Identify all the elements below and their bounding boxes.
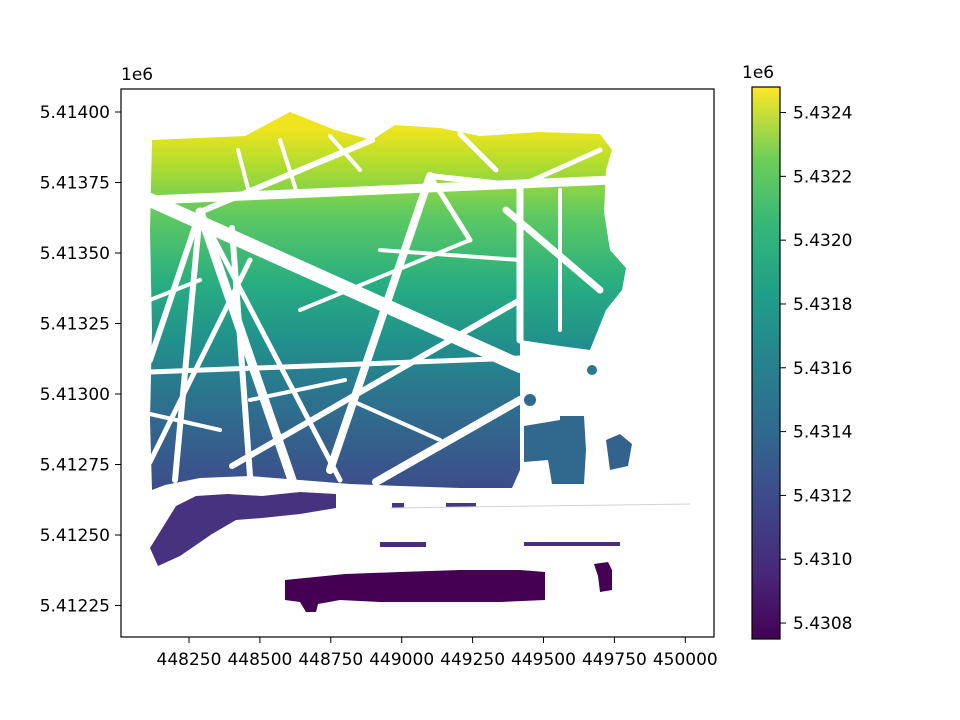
x-tick-label: 449750: [582, 650, 647, 670]
colorbar-tick-label: 5.4322: [793, 167, 852, 187]
colorbar-tick-label: 5.4320: [793, 231, 852, 251]
colorbar-tick-label: 5.4318: [793, 295, 852, 315]
y-axis-offset-text: 1e6: [121, 65, 153, 85]
colorbar-axis: 5.4324 5.4322 5.4320 5.4318 5.4316 5.4314 5.43…: [780, 104, 852, 634]
building-strip-1: [380, 542, 426, 547]
x-tick-label: 449500: [511, 650, 576, 670]
x-tick-label: 449250: [440, 650, 505, 670]
colorbar-frame: [751, 86, 781, 640]
colorbar-gradient: [752, 87, 780, 639]
y-axis: 5.41400 5.41375 5.41350 5.41325 5.41300 5.412…: [40, 103, 121, 617]
building-round-1: [524, 394, 536, 406]
street-network: [143, 131, 617, 486]
building-strip-2: [524, 542, 620, 546]
colorbar-tick-label: 5.4310: [793, 550, 852, 570]
building-strip-4: [446, 503, 476, 507]
colorbar-offset-text: 1e6: [742, 63, 774, 83]
building-round-2: [587, 365, 597, 375]
x-tick-label: 449000: [369, 650, 434, 670]
building-blocks-southwest: [150, 492, 336, 566]
y-tick-label: 5.41325: [40, 315, 110, 335]
building-strip-3: [392, 503, 404, 508]
x-tick-label: 448250: [157, 650, 222, 670]
x-tick-label: 450000: [653, 650, 718, 670]
y-tick-label: 5.41275: [40, 456, 110, 476]
map-plot-area: [143, 112, 691, 612]
building-block-east: [524, 416, 586, 484]
y-tick-label: 5.41400: [40, 103, 110, 123]
building-blocks-south: [285, 570, 545, 612]
building-block-east-small: [606, 434, 632, 470]
x-tick-label: 448750: [298, 650, 363, 670]
x-tick-label: 448500: [227, 650, 292, 670]
y-tick-label: 5.41300: [40, 385, 110, 405]
colorbar-tick-label: 5.4312: [793, 486, 852, 506]
y-tick-label: 5.41350: [40, 244, 110, 264]
x-axis: 448250 448500 448750 449000 449250 449500 4497…: [157, 637, 718, 670]
y-tick-label: 5.41250: [40, 526, 110, 546]
map-axes-frame: [120, 88, 715, 638]
colorbar-tick-label: 5.4324: [793, 104, 852, 124]
building-block-south-east: [594, 562, 612, 592]
colorbar-tick-label: 5.4308: [793, 614, 852, 634]
colorbar-tick-label: 5.4314: [793, 423, 852, 443]
y-tick-label: 5.41375: [40, 174, 110, 194]
colorbar-tick-label: 5.4316: [793, 359, 852, 379]
river-edge-line: [389, 503, 691, 509]
y-tick-label: 5.41225: [40, 597, 110, 617]
